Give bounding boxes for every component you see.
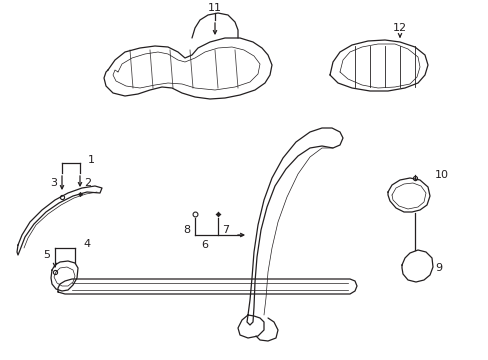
Text: 5: 5 — [43, 250, 50, 260]
Text: 7: 7 — [222, 225, 229, 235]
Text: 3: 3 — [50, 178, 58, 188]
Text: 10: 10 — [434, 170, 448, 180]
Text: 4: 4 — [83, 239, 90, 249]
Text: 9: 9 — [434, 263, 441, 273]
Text: 2: 2 — [84, 178, 91, 188]
Text: 6: 6 — [201, 240, 208, 250]
Text: 1: 1 — [88, 155, 95, 165]
Text: 11: 11 — [207, 3, 222, 13]
Text: 12: 12 — [392, 23, 406, 33]
Text: 8: 8 — [183, 225, 190, 235]
